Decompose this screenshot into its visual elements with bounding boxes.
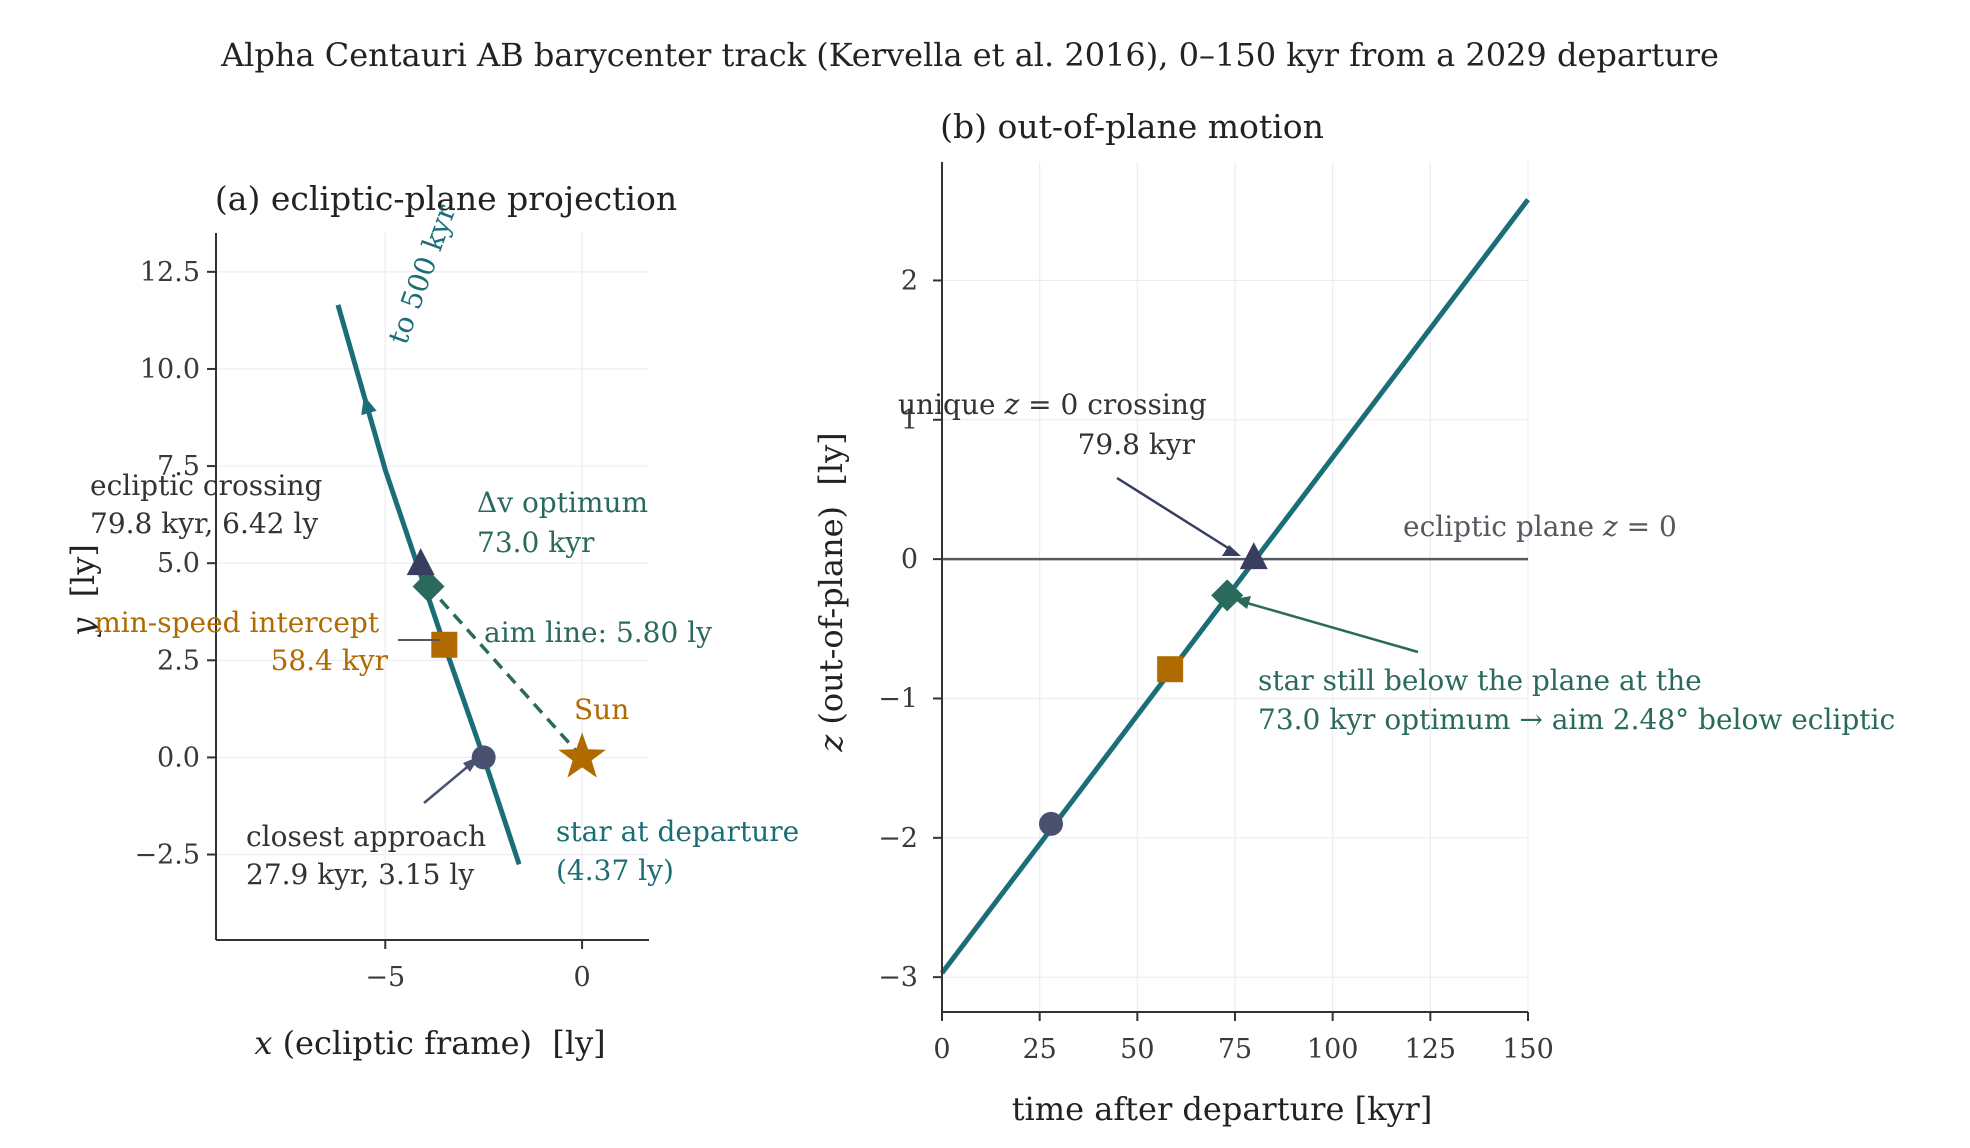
panel-b-tick-labels: −3 −2 −1 0 1 2 0 25 50 75 100 125 150 <box>878 265 1554 1065</box>
annotation-sun: Sun <box>574 693 629 726</box>
annotation-ecliptic-plane: ecliptic plane z = 0 <box>1403 510 1677 543</box>
panel-a-ytick-label: 10.0 <box>140 354 200 385</box>
marker-b-closest-approach <box>1038 811 1063 836</box>
panel-a-grid <box>216 233 649 940</box>
panel-a-x-axis-label: x (ecliptic frame) [ly] <box>254 1024 605 1062</box>
marker-closest-approach <box>471 745 496 770</box>
annotation-aim-line: aim line: 5.80 ly <box>484 616 712 649</box>
panel-a-title: (a) ecliptic-plane projection <box>215 179 677 218</box>
closest-approach-arrowhead <box>463 756 480 772</box>
annotation-ecliptic-crossing: ecliptic crossing 79.8 kyr, 6.42 ly <box>90 469 331 540</box>
annotation-star-at-departure: star at departure (4.37 ly) <box>556 815 808 887</box>
panel-a-ytick-label: 2.5 <box>157 645 200 676</box>
annotation-unique-crossing: unique z = 0 crossing 79.8 kyr <box>898 388 1216 461</box>
crossing-arrowhead <box>1222 545 1241 556</box>
panel-b-ytick-label: 1 <box>901 405 918 436</box>
panel-b-title: (b) out-of-plane motion <box>940 107 1324 146</box>
marker-delta-v-optimum <box>412 570 445 603</box>
panel-b-xtick-label: 100 <box>1307 1034 1359 1065</box>
panel-b-xtick-label: 50 <box>1120 1034 1154 1065</box>
crossing-arrow <box>1116 476 1237 555</box>
marker-sun <box>558 732 606 778</box>
panel-b-xtick-label: 75 <box>1218 1034 1252 1065</box>
panel-b-ytick-label: −3 <box>878 962 918 993</box>
marker-b-ecliptic-crossing <box>1239 542 1268 570</box>
panel-b-ytick-label: 2 <box>901 265 918 296</box>
marker-b-delta-v-optimum <box>1211 579 1244 612</box>
panel-b-x-axis-label: time after departure [kyr] <box>1012 1090 1433 1128</box>
panel-a-track <box>335 304 522 866</box>
aim-line <box>427 585 584 759</box>
panel-a-ecliptic-projection: (a) ecliptic-plane projection −2.5 0.0 2.5… <box>64 179 808 1062</box>
panel-a-xtick-label: −5 <box>365 962 405 993</box>
track-direction-arrowhead <box>361 395 377 416</box>
panel-b-y-axis-label: z (out-of-plane) [ly] <box>812 432 850 752</box>
panel-b-axes <box>933 162 1529 1021</box>
annotation-closest-approach: closest approach 27.9 kyr, 3.15 ly <box>246 820 495 891</box>
optimum-arrow <box>1239 599 1419 654</box>
panel-a-ytick-label: −2.5 <box>134 840 200 871</box>
annotation-to-500-kyr: to 500 kyr <box>382 200 463 349</box>
z-track-line <box>940 198 1530 975</box>
marker-b-min-speed-intercept <box>1157 656 1184 683</box>
panel-a-aim-line <box>427 585 584 759</box>
annotation-optimum-below-plane: star still below the plane at the 73.0 k… <box>1258 664 1895 736</box>
marker-ecliptic-crossing <box>406 548 435 576</box>
panel-b-ytick-label: −2 <box>878 823 918 854</box>
panel-b-xtick-label: 125 <box>1405 1034 1457 1065</box>
panel-b-xtick-label: 25 <box>1022 1034 1056 1065</box>
panel-b-markers <box>1038 542 1268 836</box>
marker-min-speed-intercept <box>431 631 458 658</box>
panel-b-out-of-plane: (b) out-of-plane motion −3 −2 −1 0 1 2 0 25 50 75… <box>812 107 1895 1128</box>
figure-suptitle: Alpha Centauri AB barycenter track (Kerv… <box>220 36 1719 74</box>
annotation-min-speed-intercept: min-speed intercept 58.4 kyr <box>94 606 388 677</box>
panel-a-ytick-label: 5.0 <box>157 548 200 579</box>
panel-b-xtick-label: 0 <box>933 1034 950 1065</box>
panel-a-axes <box>207 233 649 949</box>
panel-a-y-axis-label: y [ly] <box>64 544 102 638</box>
panel-b-xtick-label: 150 <box>1502 1034 1554 1065</box>
optimum-arrowhead <box>1234 596 1251 609</box>
panel-a-ytick-label: 7.5 <box>157 451 200 482</box>
panel-a-tick-labels: −2.5 0.0 2.5 5.0 7.5 10.0 12.5 −5 0 <box>134 257 590 993</box>
track-line <box>335 304 522 866</box>
annotation-dv-optimum: Δv optimum 73.0 kyr <box>477 486 657 559</box>
panel-a-xtick-label: 0 <box>573 962 590 993</box>
panel-b-ytick-label: −1 <box>878 683 918 714</box>
panel-a-markers <box>406 548 606 778</box>
panel-b-ytick-label: 0 <box>901 544 918 575</box>
panel-a-ytick-label: 12.5 <box>140 257 200 288</box>
panel-b-track <box>940 198 1530 975</box>
panel-a-ytick-label: 0.0 <box>157 742 200 773</box>
